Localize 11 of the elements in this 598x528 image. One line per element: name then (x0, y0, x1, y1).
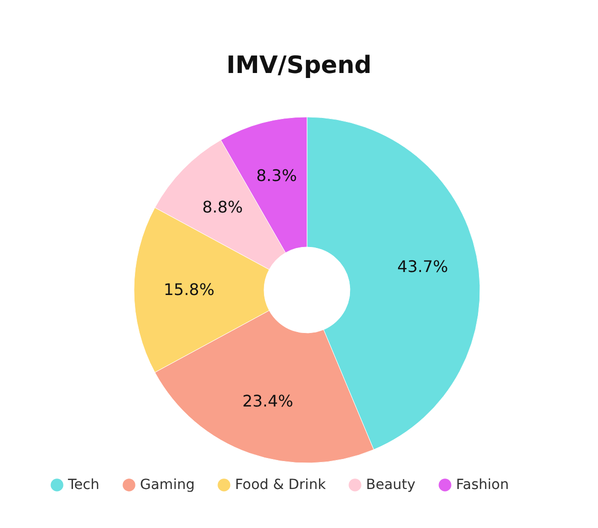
legend-label: Tech (67, 477, 100, 493)
legend-label: Food & Drink (235, 477, 327, 493)
legend-label: Gaming (140, 477, 195, 493)
data-label: 43.7% (397, 256, 448, 276)
chart-title: IMV/Spend (226, 51, 372, 79)
data-label: 15.8% (164, 280, 214, 299)
data-label: 8.8% (202, 198, 243, 217)
data-label: 8.3% (256, 166, 297, 185)
legend-label: Fashion (456, 477, 509, 493)
legend-label: Beauty (366, 477, 416, 493)
data-label: 23.4% (242, 391, 294, 410)
